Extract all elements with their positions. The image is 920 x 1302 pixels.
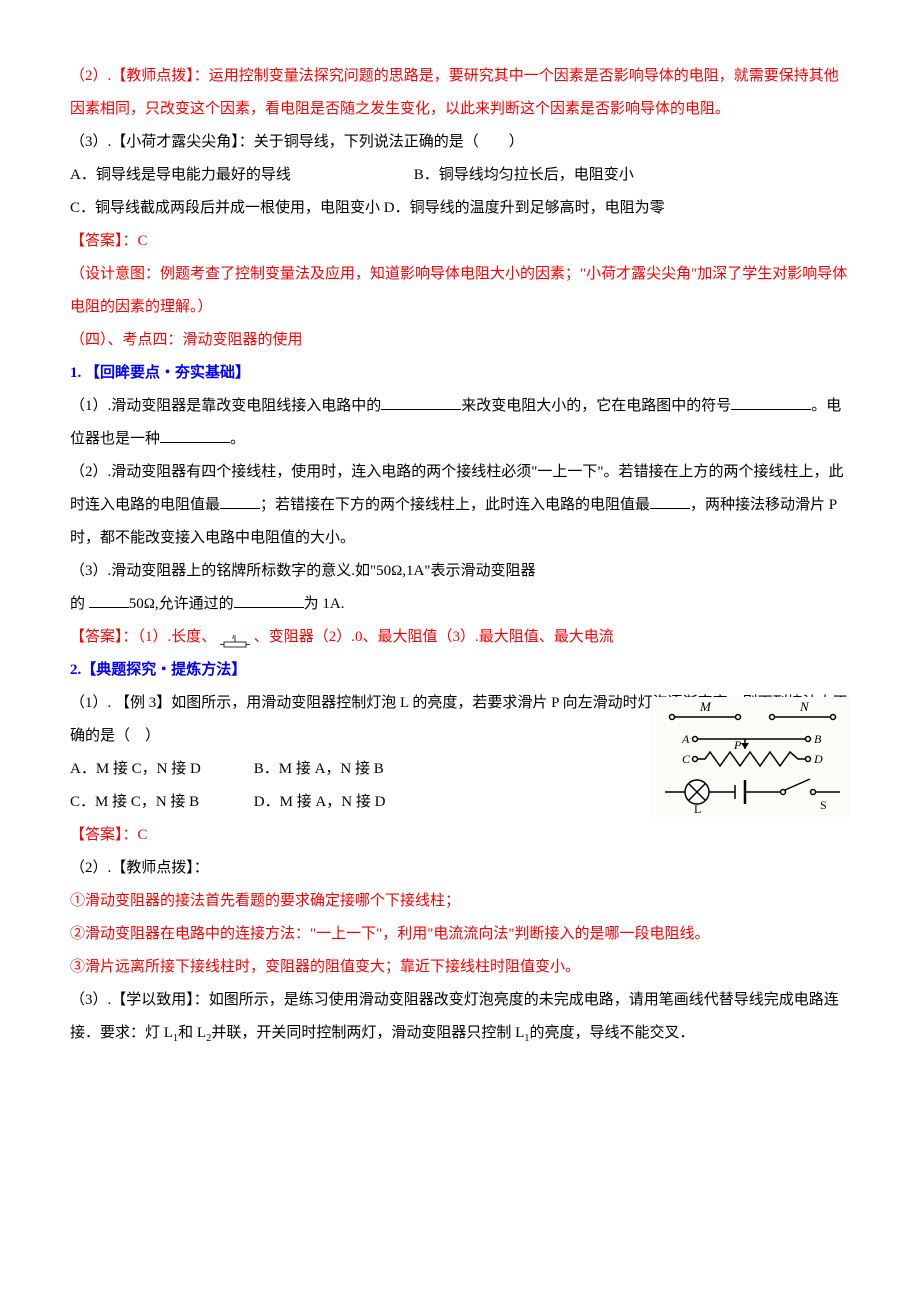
blank-input[interactable] [160,427,230,443]
svg-text:S: S [820,798,827,812]
svg-text:N: N [799,699,810,714]
option-b: B．铜导线均匀拉长后，电阻变小 [414,167,634,183]
answer-3: 【答案】：C [70,225,850,258]
blank-input[interactable] [220,493,260,509]
ex3-option-b: B．M 接 A，N 接 B [254,761,384,777]
options-row-1: A．铜导线是导电能力最好的导线 B．铜导线均匀拉长后，电阻变小 [70,159,850,192]
option-a: A．铜导线是导电能力最好的导线 [70,159,410,192]
svg-text:P: P [733,738,742,752]
fill-blank-2: （2）.滑动变阻器有四个接线柱，使用时，连入电路的两个接线柱必须"一上一下"。若… [70,456,850,555]
text: 。 [230,431,245,447]
circuit-diagram: M N A B P C D [650,697,850,817]
blank-input[interactable] [731,394,811,410]
blank-input[interactable] [650,493,690,509]
example-3-answer: 【答案】：C [70,819,850,852]
text: 的亮度，导线不能交叉． [530,1025,695,1041]
teacher-tip-3-1: ①滑动变阻器的接法首先看题的要求确定接哪个下接线柱； [70,885,850,918]
question-3: （3）.【小荷才露尖尖角】：关于铜导线，下列说法正确的是（ ） [70,126,850,159]
svg-text:C: C [682,752,691,766]
text: 为 1A. [304,596,345,612]
text: 【答案】：（1）.长度、 [70,629,216,645]
fill-blank-1: （1）.滑动变阻器是靠改变电阻线接入电路中的 来改变电阻大小的，它在电路图中的符号… [70,390,850,456]
teacher-tip-2: （2）.【教师点拨】：运用控制变量法探究问题的思路是，要研究其中一个因素是否影响… [70,60,850,126]
fill-blank-3b: 的 50Ω,允许通过的 为 1A. [70,588,850,621]
text: ；若错接在下方的两个接线柱上，此时连入电路的电阻值最 [260,497,650,513]
options-row-2: C．铜导线截成两段后并成一根使用，电阻变小 D．铜导线的温度升到足够高时，电阻为… [70,192,850,225]
teacher-tip-3-2: ②滑动变阻器在电路中的连接方法："一上一下"，利用"电流流向法"判断接入的是哪一… [70,918,850,951]
blank-input[interactable] [234,592,304,608]
text: （1）.滑动变阻器是靠改变电阻线接入电路中的 [70,398,381,414]
section-1-title: 1. 【回眸要点・夯实基础】 [70,357,850,390]
fill-blank-3: （3）.滑动变阻器上的铭牌所标数字的意义.如"50Ω,1A"表示滑动变阻器 [70,555,850,588]
design-intent: （设计意图：例题考查了控制变量法及应用，知道影响导体电阻大小的因素；"小荷才露尖… [70,258,850,324]
ex3-option-c: C．M 接 C，N 接 B [70,786,250,819]
blank-input[interactable] [89,592,129,608]
ex3-option-d: D．M 接 A，N 接 D [254,794,386,810]
svg-text:L: L [694,802,701,816]
svg-text:B: B [814,732,822,746]
teacher-tip-3-3: ③滑片远离所接下接线柱时，变阻器的阻值变大；靠近下接线柱时阻值变小。 [70,951,850,984]
blank-input[interactable] [381,394,461,410]
example-3-block: M N A B P C D [70,687,850,852]
option-d: D．铜导线的温度升到足够高时，电阻为零 [384,200,665,216]
answer-section1: 【答案】：（1）.长度、 P 、变阻器（2）.0、最大阻值（3）.最大阻值、最大… [70,621,850,654]
apply-question: （3）.【学以致用】：如图所示，是练习使用滑动变阻器改变灯泡亮度的未完成电路，请… [70,984,850,1050]
text: 来改变电阻大小的，它在电路图中的符号 [461,398,731,414]
topic-4-heading: （四）、考点四：滑动变阻器的使用 [70,324,850,357]
svg-text:A: A [681,732,690,746]
text: 50Ω,允许通过的 [129,596,234,612]
text: 并联，开关同时控制两灯，滑动变阻器只控制 L [211,1025,524,1041]
ex3-option-a: A．M 接 C，N 接 D [70,753,250,786]
teacher-tip-3-title: （2）.【教师点拨】： [70,852,850,885]
text: 和 L [178,1025,206,1041]
text: 的 [70,596,89,612]
svg-text:M: M [699,699,712,714]
svg-text:D: D [813,752,823,766]
option-c: C．铜导线截成两段后并成一根使用，电阻变小 [70,200,380,216]
text: 、变阻器（2）.0、最大阻值（3）.最大阻值、最大电流 [254,629,614,645]
section-2-title: 2.【典题探究・提炼方法】 [70,654,850,687]
rheostat-symbol-icon: P [220,630,250,646]
